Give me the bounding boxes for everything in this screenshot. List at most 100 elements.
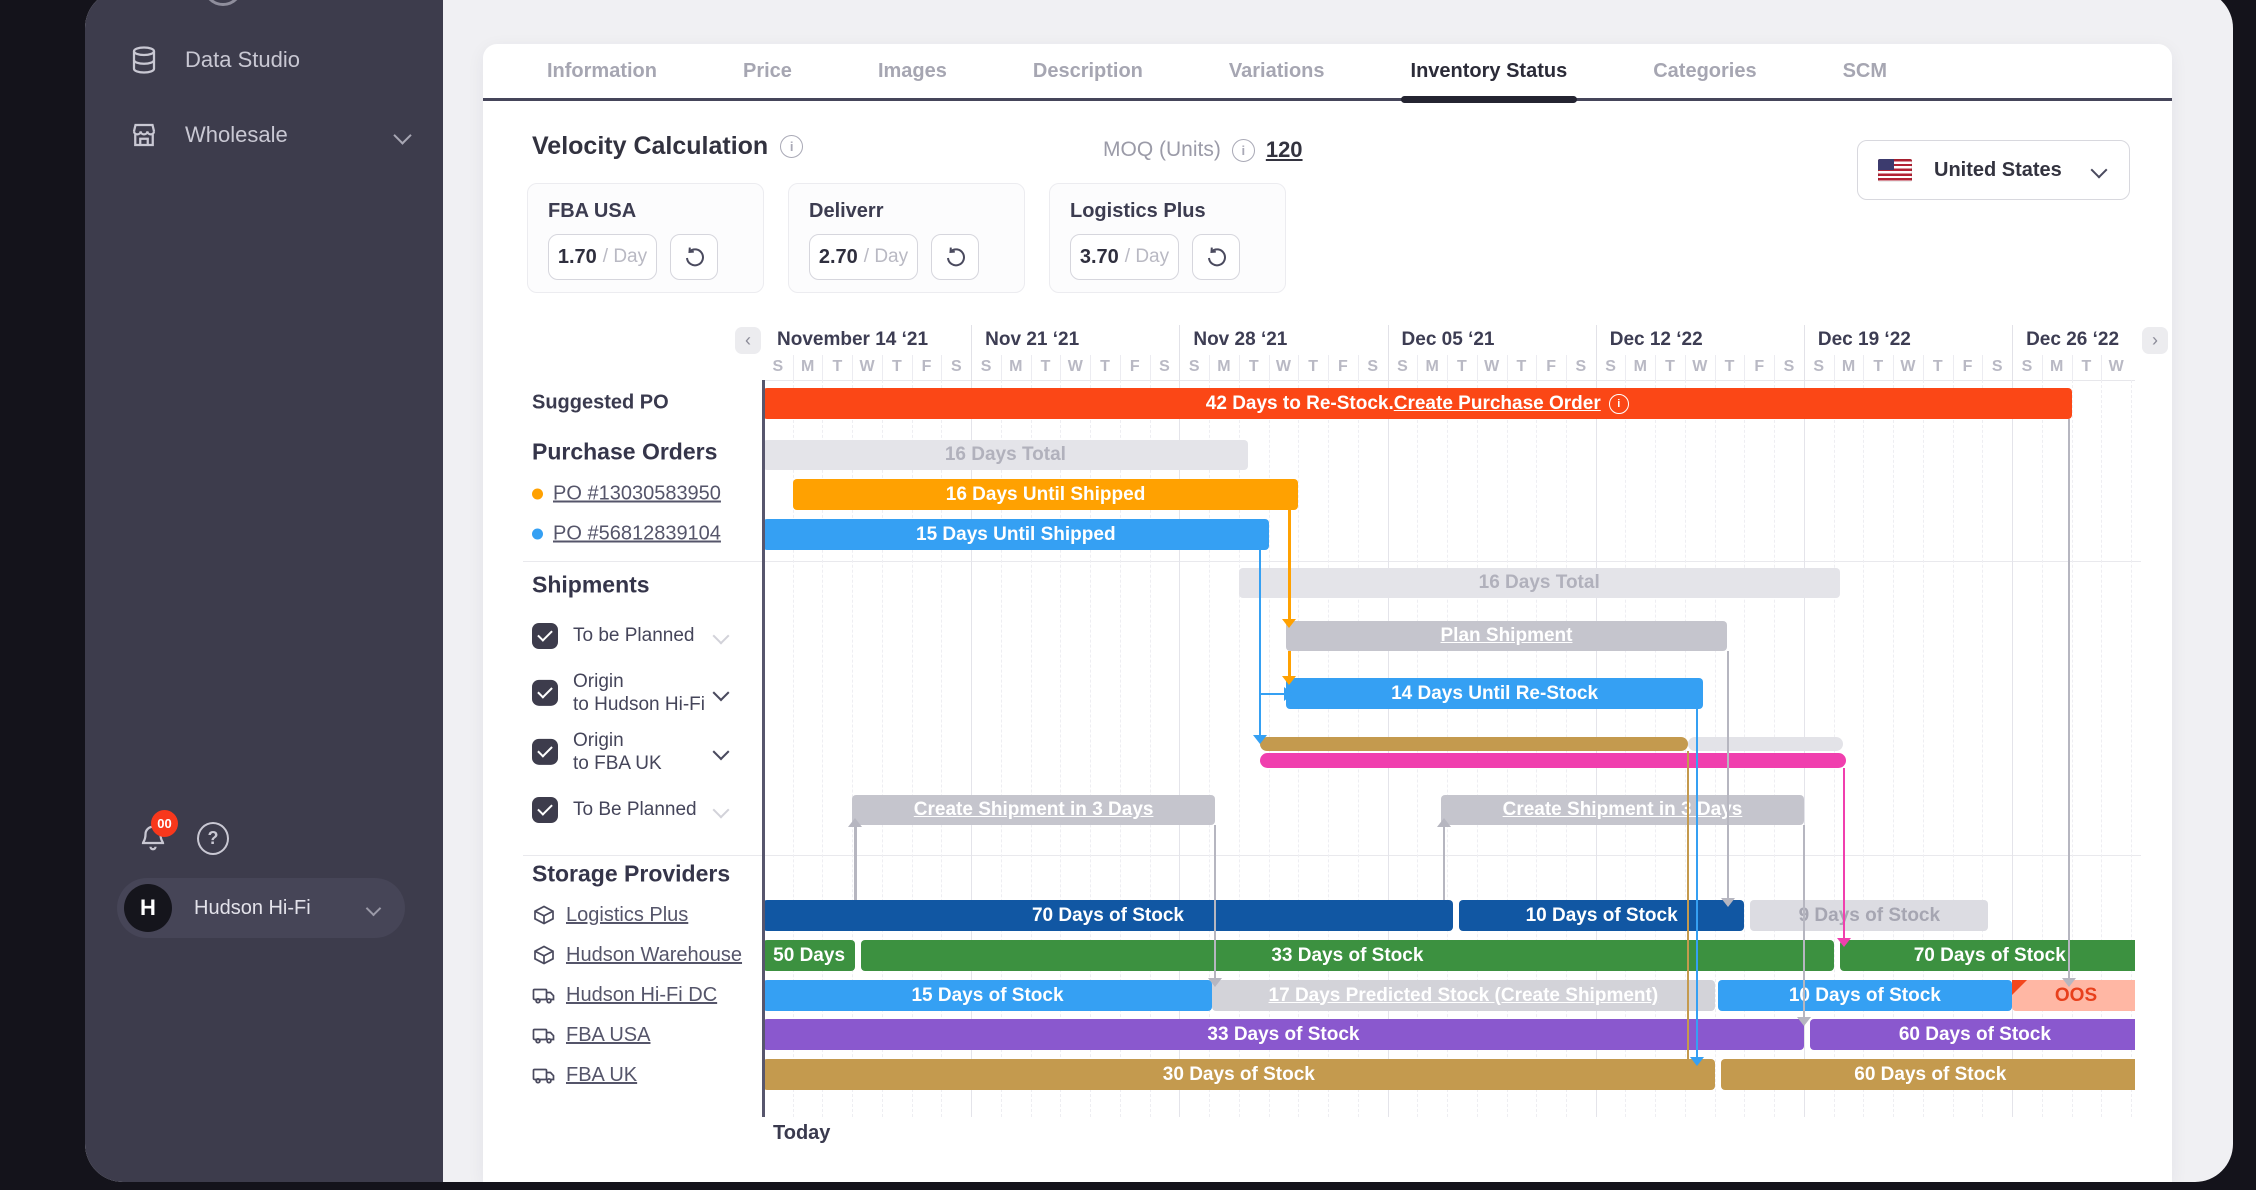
account-menu[interactable]: H Hudson Hi-Fi	[117, 878, 405, 938]
help-button[interactable]: ?	[197, 821, 229, 855]
gantt-bar-9-days-of-stock[interactable]: 9 Days of Stock	[1750, 900, 1989, 931]
storage-provider-link[interactable]: FBA UK	[566, 1063, 638, 1086]
country-selector[interactable]: United States	[1857, 140, 2130, 200]
tab-price[interactable]: Price	[743, 59, 792, 82]
gantt-bar-60-days-of-stock[interactable]: 60 Days of Stock	[1720, 1059, 2135, 1090]
sidebar-item-wholesale[interactable]: Wholesale	[129, 107, 423, 163]
notification-badge: 00	[151, 810, 178, 837]
po-link[interactable]: PO #56812839104	[553, 522, 721, 545]
gantt-bar-50-days[interactable]: 50 Days	[763, 940, 856, 971]
gantt-bar-70-days-of-stock[interactable]: 70 Days of Stock	[1839, 940, 2135, 971]
info-icon[interactable]: i	[1231, 138, 1255, 162]
checkbox-checked[interactable]	[532, 797, 558, 823]
gantt-bar-14-days-until-re-stock[interactable]: 14 Days Until Re-Stock	[1286, 678, 1703, 709]
gantt-bar-70-days-of-stock[interactable]: 70 Days of Stock	[763, 900, 1453, 931]
gantt-bar-16-days-until-shipped[interactable]: 16 Days Until Shipped	[792, 479, 1299, 510]
gantt-bar-10-days-of-stock[interactable]: 10 Days of Stock	[1717, 980, 2013, 1011]
chevron-down-icon[interactable]	[712, 684, 730, 702]
tab-categories[interactable]: Categories	[1653, 59, 1757, 82]
row-label-fba-usa[interactable]: FBA USA	[532, 1023, 763, 1047]
account-name: Hudson Hi-Fi	[194, 896, 311, 919]
velocity-input[interactable]: 1.70 / Day	[548, 234, 657, 280]
day-separator	[1565, 355, 1567, 380]
timeline-next-button[interactable]: ›	[2142, 327, 2168, 354]
chevron-down-icon[interactable]	[712, 627, 730, 645]
tab-variations[interactable]: Variations	[1228, 59, 1325, 82]
day-letter: S	[1813, 358, 1825, 375]
day-separator	[1238, 355, 1240, 380]
gantt-bar-17-days-predicted-stock-create-shipment[interactable]: 17 Days Predicted Stock (Create Shipment…	[1212, 980, 1715, 1011]
checkbox-checked[interactable]	[532, 739, 558, 765]
reset-button[interactable]	[1192, 234, 1240, 280]
storefront-icon	[132, 123, 156, 147]
day-separator	[911, 355, 913, 380]
tab-images[interactable]: Images	[877, 59, 947, 82]
info-icon[interactable]: i	[780, 135, 804, 158]
storage-provider-link[interactable]: FBA USA	[566, 1023, 651, 1046]
velocity-card-fba-usa: FBA USA 1.70 / Day	[527, 183, 764, 293]
row-label-fba-uk[interactable]: FBA UK	[532, 1063, 763, 1087]
day-letter: T	[891, 358, 902, 375]
row-label-hudson-warehouse[interactable]: Hudson Warehouse	[532, 943, 763, 967]
gantt-bar-16-days-total[interactable]: 16 Days Total	[763, 440, 1248, 470]
gantt-bar-33-days-of-stock[interactable]: 33 Days of Stock	[861, 940, 1834, 971]
chevron-down-icon[interactable]	[712, 743, 730, 761]
gantt-bar-10-days-of-stock[interactable]: 10 Days of Stock	[1458, 900, 1745, 931]
gantt-bar-create-shipment-in-3-days[interactable]: Create Shipment in 3 Days	[852, 795, 1216, 825]
dependency-connector	[1695, 709, 1699, 1059]
checkbox-checked[interactable]	[532, 623, 558, 649]
day-separator	[1476, 355, 1478, 380]
shipment-filter-label: To Be Planned	[573, 799, 697, 821]
checkbox-checked[interactable]	[532, 680, 558, 706]
gantt-bar-graythin[interactable]	[1687, 737, 1843, 751]
velocity-input[interactable]: 3.70 / Day	[1070, 234, 1179, 280]
dependency-connector	[1727, 651, 1730, 900]
dependency-connector	[1802, 825, 1806, 1019]
question-icon: ?	[197, 821, 229, 855]
today-label: Today	[773, 1122, 831, 1144]
sidebar-item-label: Wholesale	[185, 122, 288, 147]
gantt-bar-create-shipment-in-3-days[interactable]: Create Shipment in 3 Days	[1441, 795, 1804, 825]
gantt-bar-plan-shipment[interactable]: Plan Shipment	[1286, 621, 1727, 651]
gantt-bar-42-days-to-re-stock[interactable]: 42 Days to Re-Stock. Create Purchase Ord…	[763, 388, 2072, 419]
reset-button[interactable]	[931, 234, 979, 280]
day-letter: M	[1217, 358, 1231, 375]
tab-description[interactable]: Description	[1032, 59, 1143, 82]
timeline-prev-button[interactable]: ‹	[735, 327, 761, 354]
moq-value[interactable]: 120	[1265, 137, 1303, 162]
week-separator	[1595, 325, 1597, 380]
storage-provider-link[interactable]: Hudson Hi-Fi DC	[566, 983, 718, 1006]
row-label-hudson-hifi-dc[interactable]: Hudson Hi-Fi DC	[532, 983, 763, 1007]
row-label-po-13030583950[interactable]: PO #13030583950	[532, 483, 763, 506]
gantt-bar-16-days-total[interactable]: 16 Days Total	[1238, 568, 1840, 598]
gantt-bar-30-days-of-stock[interactable]: 30 Days of Stock	[763, 1059, 1715, 1090]
reset-button[interactable]	[670, 234, 718, 280]
day-separator	[1774, 355, 1776, 380]
day-letter: T	[1308, 358, 1319, 375]
row-label-po-56812839104[interactable]: PO #56812839104	[532, 523, 763, 546]
create-purchase-order-link[interactable]: Create Purchase Order	[1393, 392, 1601, 414]
day-letter: S	[1367, 358, 1378, 375]
row-label-shipments: Shipments	[532, 571, 650, 598]
day-letter: S	[1575, 358, 1587, 375]
velocity-input[interactable]: 2.70 / Day	[809, 234, 918, 280]
storage-provider-link[interactable]: Logistics Plus	[566, 903, 689, 926]
tab-scm[interactable]: SCM	[1842, 59, 1888, 82]
gantt-bar-15-days-until-shipped[interactable]: 15 Days Until Shipped	[763, 519, 1269, 550]
day-separator	[1625, 355, 1627, 380]
chevron-down-icon[interactable]	[712, 801, 730, 819]
po-link[interactable]: PO #13030583950	[553, 482, 721, 505]
storage-provider-link[interactable]: Hudson Warehouse	[566, 943, 743, 966]
row-label-logistics-plus[interactable]: Logistics Plus	[532, 903, 763, 927]
week-label: Nov 28 ‘21	[1193, 329, 1288, 350]
sidebar-item-data-studio[interactable]: Data Studio	[129, 32, 423, 88]
tab-information[interactable]: Information	[547, 59, 657, 82]
gantt-bar-15-days-of-stock[interactable]: 15 Days of Stock	[763, 980, 1213, 1011]
notifications-button[interactable]: 00	[137, 810, 178, 854]
gantt-bar-60-days-of-stock[interactable]: 60 Days of Stock	[1809, 1019, 2135, 1050]
gantt-bar-goldthin[interactable]	[1259, 737, 1688, 751]
gantt-bar-pinkthin[interactable]	[1259, 753, 1846, 768]
gantt-bar-oos[interactable]: OOS	[2012, 980, 2135, 1011]
gantt-bar-33-days-of-stock[interactable]: 33 Days of Stock	[763, 1019, 1804, 1050]
tab-inventory-status[interactable]: Inventory Status	[1400, 44, 1577, 103]
